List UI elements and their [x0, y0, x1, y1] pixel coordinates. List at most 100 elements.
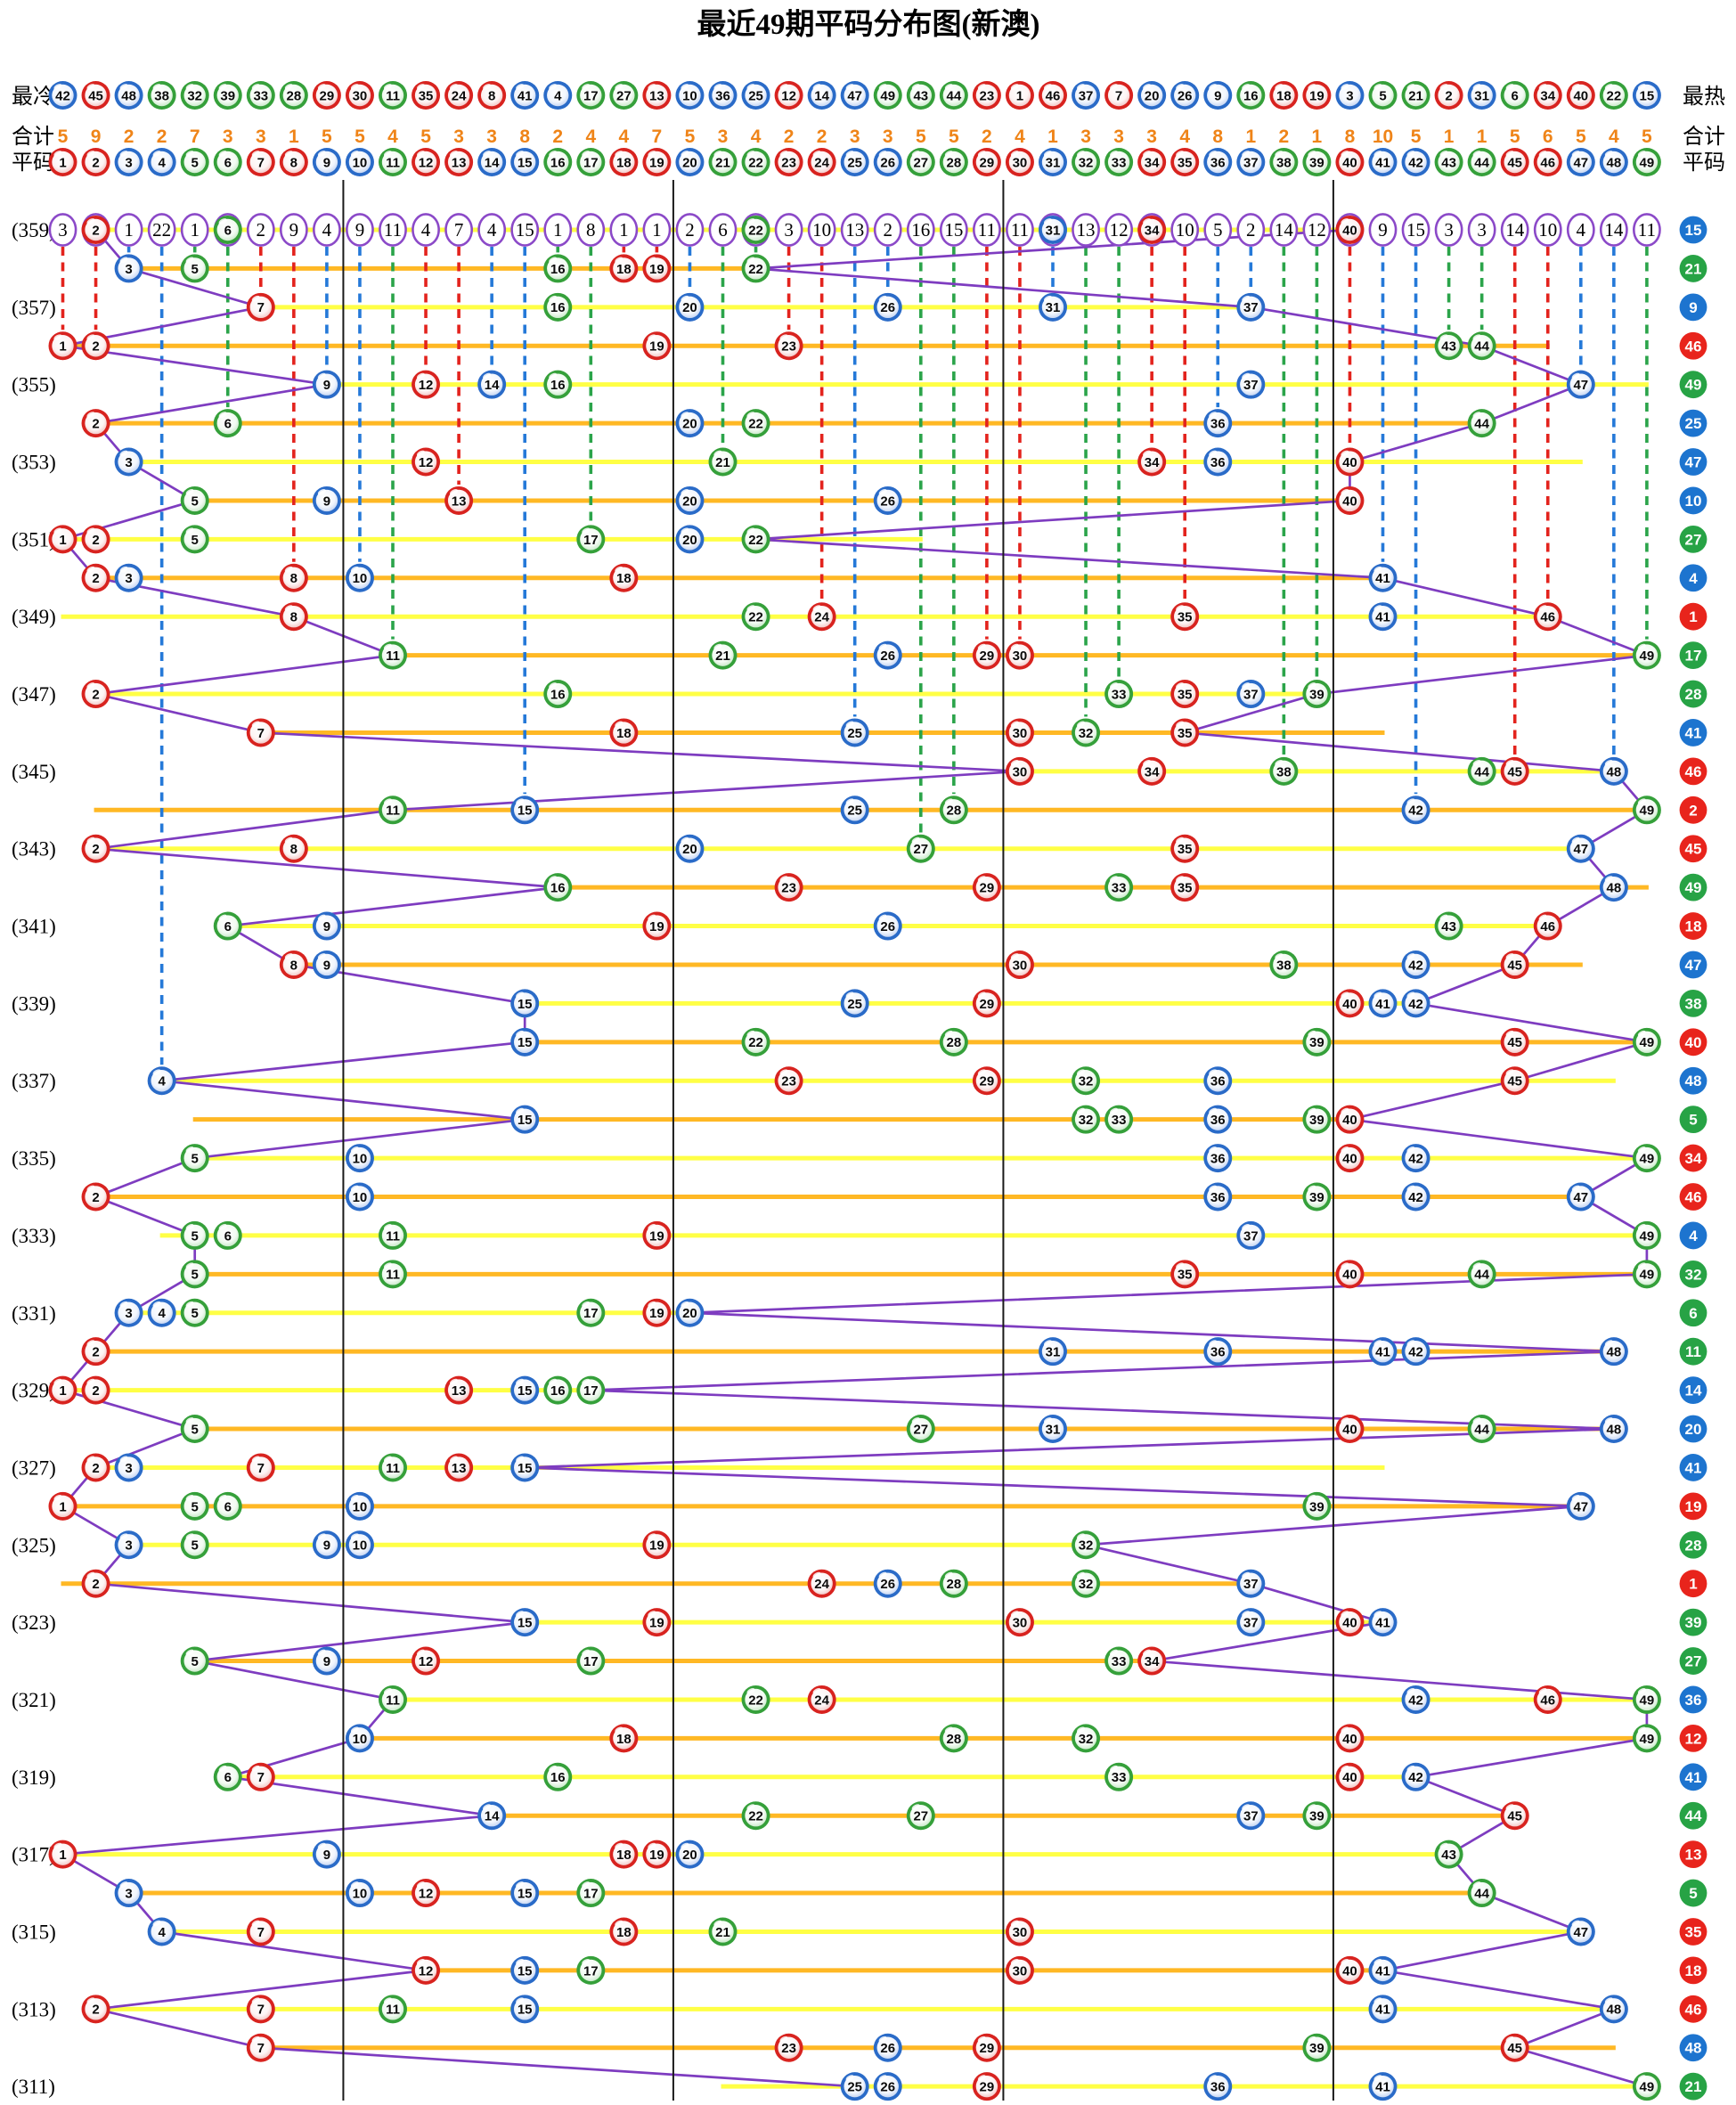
grid-ball: 41	[1368, 1337, 1398, 1367]
header-cold-ball: 4	[543, 81, 573, 110]
ball-number: 31	[1046, 223, 1061, 238]
miss-count: 22	[152, 219, 171, 241]
ball-number: 8	[290, 610, 297, 625]
special-number: 46	[1685, 1189, 1702, 1206]
grid-ball: 40	[1335, 1415, 1365, 1444]
miss-circle	[1269, 213, 1299, 247]
ball-number: 2	[92, 223, 99, 238]
header-total-value: 1	[289, 126, 299, 147]
header-code-ball: 29	[972, 148, 1001, 176]
header-cold-ball: 36	[708, 81, 738, 110]
miss-count: 4	[1577, 219, 1586, 241]
grid-ball: 15	[510, 1375, 540, 1405]
ball-number: 25	[847, 997, 862, 1012]
ball-number: 5	[192, 155, 199, 170]
grid-ball: 12	[412, 1646, 441, 1676]
grid-ball: 42	[1401, 989, 1430, 1018]
grid-ball: 7	[246, 718, 275, 747]
ball-number: 10	[353, 1538, 368, 1554]
grid-ball: 7	[246, 1995, 275, 2024]
special-number: 35	[1685, 1923, 1702, 1940]
grid-ball: 4	[147, 1298, 176, 1327]
ball-number: 37	[1079, 88, 1094, 103]
grid-ball: 6	[213, 1220, 242, 1250]
ball-number: 49	[1640, 1035, 1655, 1050]
grid-ball: 42	[1401, 1182, 1430, 1212]
grid-ball: 44	[1467, 409, 1496, 438]
grid-ball: 15	[510, 1879, 540, 1908]
grid-ball: 31	[1039, 1337, 1067, 1367]
ball-number: 23	[781, 339, 796, 355]
ball-number: 37	[1243, 378, 1259, 393]
header-total-value: 8	[519, 126, 530, 147]
special-number: 46	[1685, 338, 1702, 355]
grid-ball: 15	[510, 1027, 540, 1057]
ball-number: 41	[1375, 2003, 1390, 2018]
ball-number: 27	[913, 1422, 928, 1437]
grid-ball: 45	[1500, 2033, 1529, 2062]
ball-number: 34	[1145, 455, 1160, 470]
grid-ball: 41	[1368, 989, 1398, 1018]
ball-number: 10	[353, 1190, 368, 1205]
grid-ball: 11	[379, 1995, 407, 2024]
ball-number: 41	[1375, 1616, 1390, 1631]
header-total-value: 1	[1312, 126, 1323, 147]
grid-ball: 19	[642, 1840, 672, 1869]
ball-number: 25	[748, 88, 763, 103]
grid-ball: 47	[1566, 834, 1595, 863]
special-number: 27	[1685, 531, 1702, 548]
special-number: 21	[1685, 260, 1702, 277]
ball-number: 49	[1640, 804, 1655, 819]
grid-ball: 18	[609, 1724, 639, 1753]
grid-ball: 3	[114, 1453, 143, 1482]
ball-number: 17	[583, 1654, 599, 1669]
miss-count: 11	[1011, 219, 1029, 241]
period-label: (313)	[12, 1998, 56, 2020]
grid-ball: 5	[180, 1530, 209, 1560]
miss-circle	[840, 213, 869, 247]
ball-number: 32	[187, 88, 202, 103]
grid-ball: 5	[180, 1260, 209, 1289]
grid-ball: 2	[81, 525, 110, 554]
ball-number: 38	[1276, 764, 1292, 779]
special-ball: 6	[1679, 1299, 1707, 1327]
special-ball: 46	[1679, 1995, 1707, 2023]
ball-number: 19	[649, 339, 664, 355]
special-ball: 13	[1679, 1840, 1707, 1869]
grid-ball: 16	[543, 370, 573, 399]
header-total-value: 2	[552, 126, 563, 147]
header-cold-ball: 14	[807, 81, 836, 110]
header-cold-ball: 17	[576, 81, 606, 110]
grid-ball: 6	[213, 1762, 242, 1791]
special-ball: 5	[1679, 1879, 1707, 1907]
header-code-ball: 11	[379, 148, 407, 176]
ball-number: 15	[1640, 88, 1655, 103]
header-code-ball: 17	[576, 148, 606, 176]
grid-ball: 20	[675, 292, 705, 322]
grid-ball: 37	[1236, 1608, 1266, 1637]
ball-number: 48	[121, 88, 136, 103]
ball-number: 5	[192, 494, 199, 509]
grid-ball: 3	[114, 1879, 143, 1908]
ball-number: 5	[192, 1268, 199, 1283]
special-ball: 18	[1679, 1956, 1707, 1985]
header-cold-ball: 9	[1203, 81, 1233, 110]
special-number: 25	[1685, 415, 1702, 432]
miss-circle	[675, 213, 705, 247]
header-total-value: 3	[850, 126, 860, 147]
header-cold-ball: 6	[1500, 81, 1529, 110]
grid-ball: 49	[1632, 795, 1661, 825]
ball-number: 2	[92, 687, 99, 702]
grid-ball: 37	[1236, 370, 1266, 399]
ball-number: 48	[1607, 155, 1622, 170]
ball-number: 47	[1573, 842, 1588, 857]
ball-number: 11	[386, 88, 400, 103]
grid-ball: 26	[873, 2033, 902, 2062]
special-ball: 47	[1679, 951, 1707, 979]
grid-ball: 18	[609, 254, 639, 283]
special-number: 47	[1685, 454, 1702, 471]
grid-ball: 20	[675, 1298, 705, 1327]
header-code-ball: 39	[1302, 148, 1332, 176]
grid-ball: 48	[1599, 1995, 1628, 2024]
ball-number: 28	[947, 1035, 962, 1050]
